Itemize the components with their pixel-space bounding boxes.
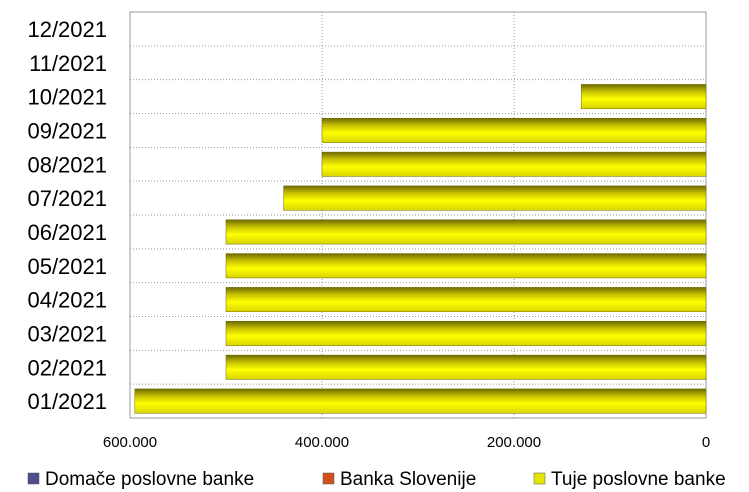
category-label: 05/2021 bbox=[27, 254, 107, 279]
legend-label: Tuje poslovne banke bbox=[551, 469, 726, 490]
bar-01-2021 bbox=[134, 388, 707, 414]
bar-07-2021 bbox=[283, 185, 707, 211]
bar-05-2021 bbox=[225, 253, 707, 279]
bar-09-2021 bbox=[321, 117, 707, 143]
bar-06-2021 bbox=[225, 219, 707, 245]
category-label: 03/2021 bbox=[27, 321, 107, 346]
legend-swatch bbox=[533, 472, 546, 485]
category-label: 08/2021 bbox=[27, 152, 107, 177]
bar-10-2021 bbox=[580, 84, 707, 110]
y-axis-labels: 01/2021 02/2021 03/2021 04/2021 05/2021 06/20… bbox=[27, 17, 107, 414]
gridlines bbox=[129, 11, 707, 419]
category-label: 07/2021 bbox=[27, 186, 107, 211]
bar-03-2021 bbox=[225, 320, 707, 346]
category-label: 11/2021 bbox=[29, 51, 107, 76]
x-axis-labels: 600.000 400.000 200.000 0 bbox=[103, 434, 710, 451]
bar-04-2021 bbox=[225, 287, 707, 313]
legend-swatch bbox=[27, 472, 40, 485]
x-tick-label: 0 bbox=[702, 434, 710, 451]
legend-label: Domače poslovne banke bbox=[45, 469, 254, 490]
bars bbox=[134, 84, 707, 414]
category-label: 06/2021 bbox=[27, 220, 107, 245]
bar-08-2021 bbox=[321, 151, 707, 177]
category-label: 04/2021 bbox=[27, 288, 107, 313]
x-tick-label: 600.000 bbox=[103, 434, 157, 451]
legend-label: Banka Slovenije bbox=[340, 469, 476, 490]
bar-02-2021 bbox=[225, 354, 707, 380]
category-label: 12/2021 bbox=[27, 17, 107, 42]
category-label: 10/2021 bbox=[27, 85, 107, 110]
legend: Domače poslovne banke Banka Slovenije Tuje… bbox=[27, 469, 726, 490]
x-tick-label: 400.000 bbox=[295, 434, 349, 451]
category-label: 09/2021 bbox=[27, 118, 107, 143]
category-label: 02/2021 bbox=[27, 355, 107, 380]
x-tick-label: 200.000 bbox=[487, 434, 541, 451]
category-label: 01/2021 bbox=[27, 389, 107, 414]
legend-swatch bbox=[322, 472, 335, 485]
